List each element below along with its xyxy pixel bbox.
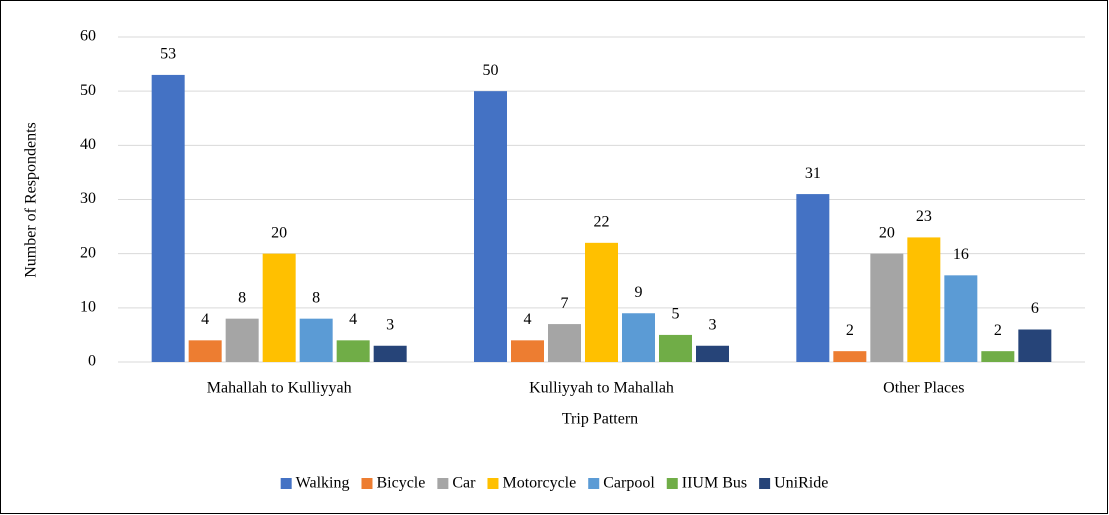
legend-swatch (280, 478, 292, 489)
data-label: 2 (846, 322, 854, 339)
data-label: 8 (312, 289, 320, 306)
x-axis-title: Trip Pattern (562, 411, 638, 428)
bar (336, 340, 370, 362)
legend-label: Car (452, 475, 476, 492)
data-label: 31 (805, 165, 821, 182)
x-tick-label: Mahallah to Kulliyyah (207, 380, 352, 397)
data-label: 4 (201, 311, 209, 328)
bar (796, 194, 830, 362)
bar (1018, 329, 1052, 362)
data-label: 6 (1031, 300, 1039, 317)
data-label: 5 (672, 306, 680, 323)
legend-swatch (588, 478, 600, 489)
y-tick-label: 50 (80, 82, 96, 99)
bar (225, 318, 259, 362)
bar (585, 242, 618, 362)
data-label: 20 (271, 224, 287, 241)
data-label: 4 (349, 311, 357, 328)
bar (870, 253, 904, 362)
bar (696, 345, 729, 362)
bar (151, 74, 185, 363)
data-label: 9 (635, 284, 643, 301)
data-label: 7 (561, 295, 569, 312)
legend-label: IIUM Bus (682, 475, 747, 492)
bar (907, 237, 941, 362)
bar (659, 334, 692, 362)
y-tick-label: 10 (80, 299, 96, 316)
data-label: 2 (994, 322, 1002, 339)
data-label: 16 (953, 246, 969, 263)
data-label: 23 (916, 208, 932, 225)
bar (299, 318, 333, 362)
legend-label: UniRide (774, 475, 828, 492)
legend-swatch (361, 478, 373, 489)
bar (474, 91, 507, 363)
legend-label: Bicycle (376, 475, 425, 492)
bar (622, 313, 655, 362)
bar (262, 253, 296, 362)
data-label: 8 (238, 289, 246, 306)
y-tick-label: 0 (88, 353, 96, 370)
y-axis-title: Number of Respondents (23, 122, 40, 278)
x-tick-label: Kulliyyah to Mahallah (529, 380, 674, 397)
data-label: 3 (386, 316, 394, 333)
bar (981, 351, 1015, 362)
bar (511, 340, 544, 362)
legend-label: Carpool (603, 475, 655, 492)
y-tick-label: 40 (80, 136, 96, 153)
legend-swatch (759, 478, 771, 489)
legend-swatch (666, 478, 678, 489)
bar (944, 275, 978, 362)
legend-label: Motorcycle (502, 475, 576, 492)
y-tick-label: 30 (80, 190, 96, 207)
y-tick-label: 60 (80, 28, 96, 45)
legend-swatch (437, 478, 449, 489)
bar (373, 345, 407, 362)
bar (188, 340, 222, 362)
legend-label: Walking (296, 475, 350, 492)
data-label: 20 (879, 224, 895, 241)
bar (548, 324, 581, 362)
data-label: 53 (160, 46, 176, 63)
data-label: 22 (594, 214, 610, 231)
data-label: 4 (524, 311, 532, 328)
bar (833, 351, 867, 362)
x-tick-label: Other Places (883, 380, 964, 397)
y-tick-label: 20 (80, 244, 96, 261)
data-label: 50 (483, 62, 499, 79)
legend-swatch (487, 478, 499, 489)
data-label: 3 (709, 316, 717, 333)
